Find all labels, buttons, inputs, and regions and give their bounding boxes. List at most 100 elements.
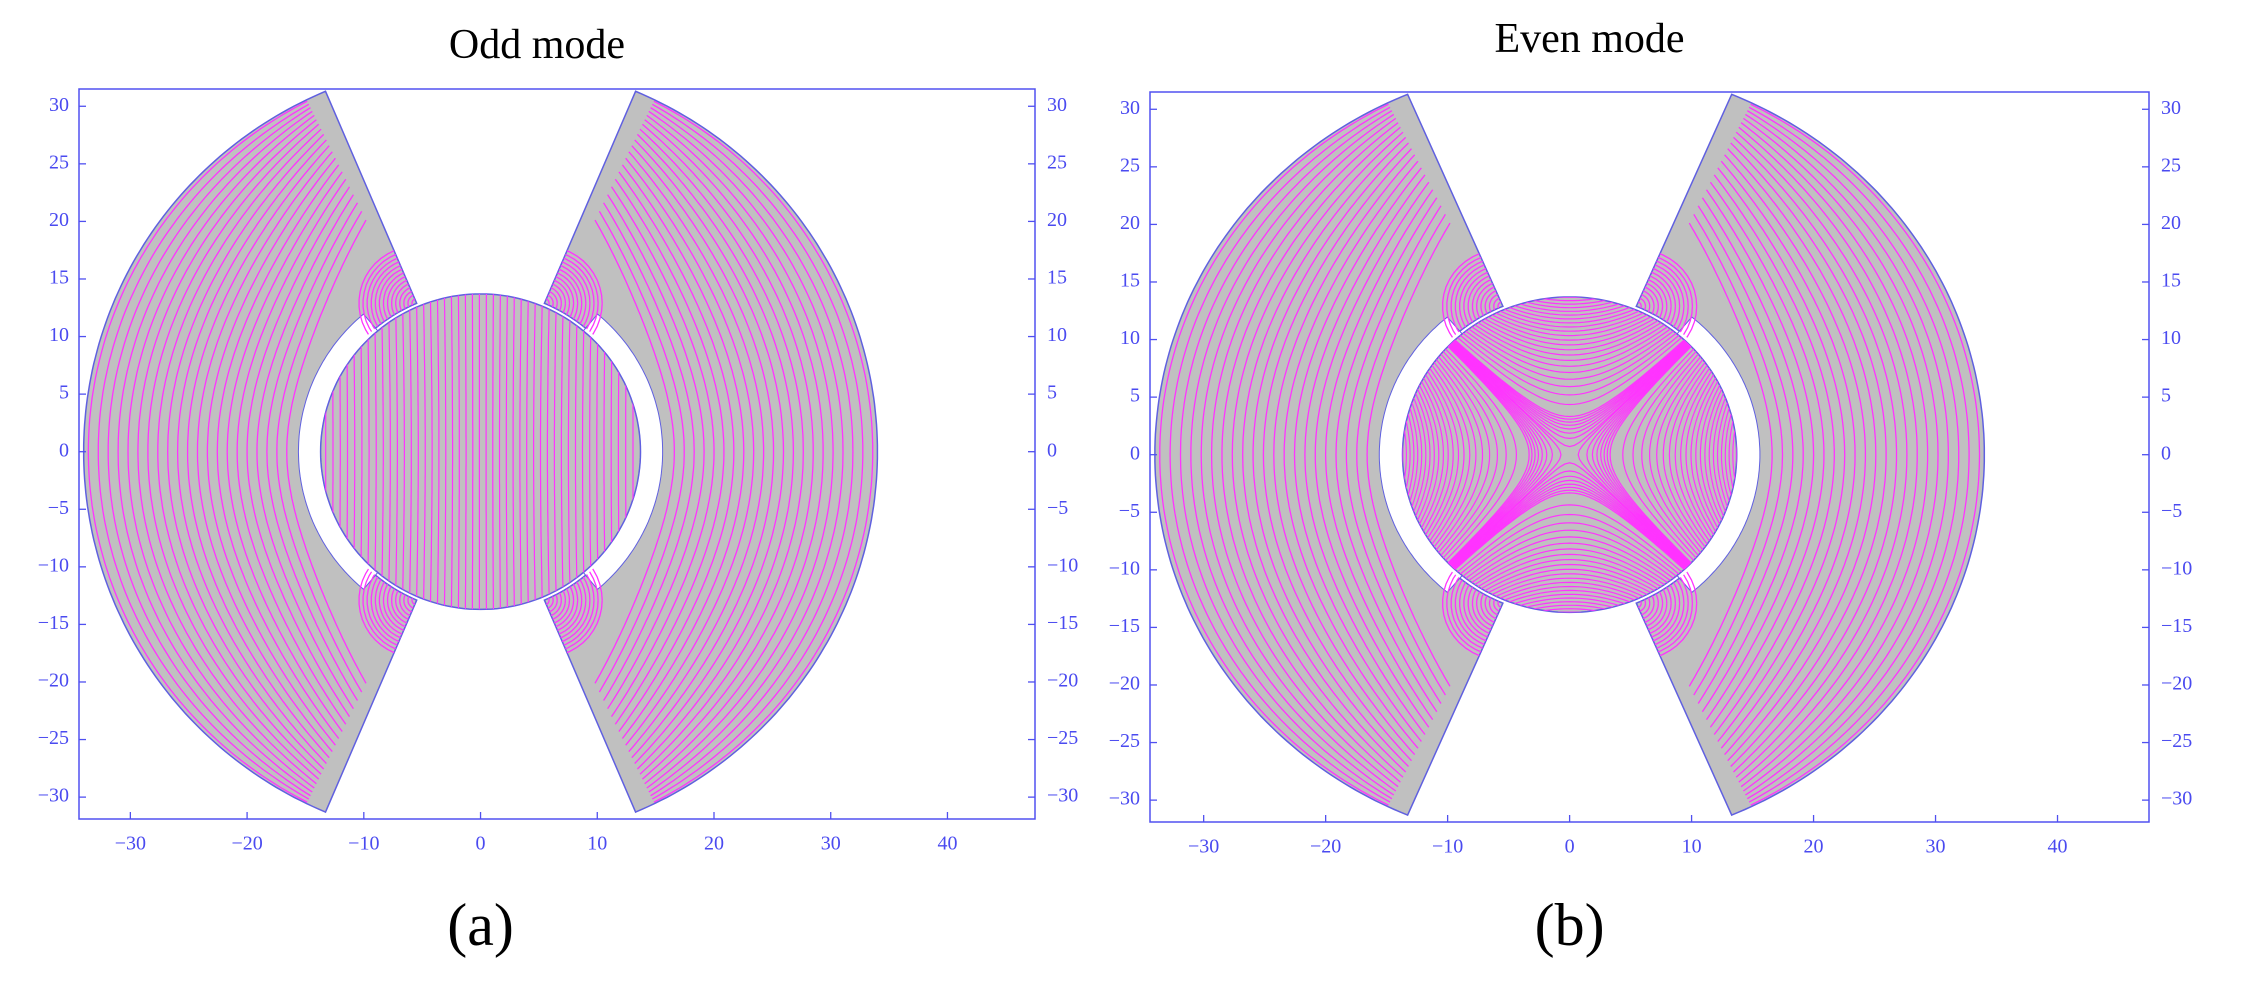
field-line [1366, 222, 1451, 687]
field-line [1724, 297, 1737, 613]
field-line [1402, 489, 1736, 613]
field-line [1179, 110, 1393, 800]
field-line [1709, 181, 1825, 728]
field-line [373, 294, 377, 610]
field-line [1688, 222, 1773, 687]
field-line [1740, 122, 1929, 788]
field-line [127, 114, 315, 789]
field-line [1402, 585, 1736, 613]
field-line [1695, 297, 1737, 613]
field-line [1402, 593, 1736, 613]
field-line [1402, 297, 1404, 613]
y-tick-label: 5 [59, 382, 69, 404]
y-tick-label: 0 [1130, 442, 1140, 464]
y2-tick-label: 20 [2161, 212, 2181, 234]
field-line [226, 171, 343, 732]
y-tick-label: −20 [38, 670, 69, 692]
y-tick-label: −20 [1109, 673, 1140, 695]
field-line [1586, 297, 1737, 613]
panel: −30 −30 −25 −25 −20 −20 −15 −15 −10 −10 −5 −5 0 0 5 5 10… [38, 22, 1079, 958]
y2-tick-label: −10 [2161, 557, 2192, 579]
field-line [1402, 297, 1736, 298]
field-line [450, 294, 454, 610]
field-line [1724, 154, 1867, 756]
y-tick-label: −25 [38, 727, 69, 749]
field-line [1210, 122, 1399, 788]
field-line [176, 139, 327, 764]
field-line [1402, 297, 1736, 337]
y-tick-label: 10 [49, 324, 69, 346]
y-tick-label: 0 [59, 439, 69, 461]
field-line [581, 294, 585, 610]
x-tick-label: −30 [1188, 836, 1219, 858]
field-line [648, 110, 844, 793]
field-line [1402, 297, 1408, 613]
x-tick-label: 30 [1926, 836, 1946, 858]
field-line [1402, 297, 1440, 613]
field-line [1324, 189, 1434, 720]
field-line [147, 123, 320, 780]
field-line [644, 119, 824, 785]
field-line [1402, 297, 1419, 613]
field-line [1402, 297, 1736, 324]
field-line [1314, 181, 1430, 728]
field-line [625, 157, 755, 746]
field-line [97, 103, 310, 800]
field-line [1200, 117, 1397, 792]
y2-tick-label: −10 [1047, 554, 1078, 576]
field-line [1697, 205, 1794, 704]
y2-tick-label: −15 [2161, 615, 2192, 637]
y-tick-label: −5 [48, 497, 69, 519]
x-tick-label: 10 [1682, 836, 1702, 858]
field-line [1221, 126, 1401, 783]
field-line [1591, 297, 1737, 613]
y2-tick-label: 30 [2161, 97, 2181, 119]
y2-tick-label: 10 [1047, 324, 1067, 346]
field-line [1402, 297, 1554, 613]
panel-label: (a) [447, 892, 514, 958]
field-line [1402, 486, 1736, 613]
field-line [1705, 189, 1815, 720]
x-tick-label: 10 [587, 833, 607, 855]
field-line [443, 294, 447, 610]
field-line [107, 107, 311, 797]
field-line [1402, 589, 1736, 613]
field-line [1231, 131, 1404, 778]
field-line [1738, 126, 1918, 783]
field-line [87, 100, 308, 803]
y2-tick-label: 20 [1047, 209, 1067, 231]
x-tick-label: 40 [937, 833, 957, 855]
field-line [1402, 597, 1736, 613]
field-line [631, 145, 775, 759]
y-tick-label: 30 [1120, 97, 1140, 119]
field-line [266, 202, 359, 701]
field-line [621, 164, 745, 739]
field-line [1273, 154, 1416, 756]
field-line [1402, 297, 1736, 305]
field-line [1402, 297, 1736, 430]
field-line [1402, 297, 1736, 423]
field-line [1402, 297, 1736, 316]
field-line [650, 107, 854, 797]
y-tick-label: 20 [49, 209, 69, 231]
y2-tick-label: 5 [2161, 385, 2171, 407]
field-line [1402, 297, 1411, 613]
field-line [1402, 297, 1736, 302]
field-line [1402, 483, 1736, 613]
field-lines [324, 294, 635, 610]
field-line [415, 294, 419, 610]
field-line [206, 157, 336, 746]
field-line [1402, 297, 1736, 309]
field-line [1708, 297, 1737, 613]
field-line [1304, 174, 1426, 735]
field-line [607, 194, 705, 710]
field-line [1402, 297, 1736, 426]
field-line [505, 294, 508, 610]
field-line [186, 145, 330, 759]
field-line [1402, 573, 1736, 613]
field-line [1596, 297, 1737, 613]
field-line [1402, 297, 1415, 613]
field-line [1693, 213, 1784, 696]
field-line [1402, 297, 1736, 440]
